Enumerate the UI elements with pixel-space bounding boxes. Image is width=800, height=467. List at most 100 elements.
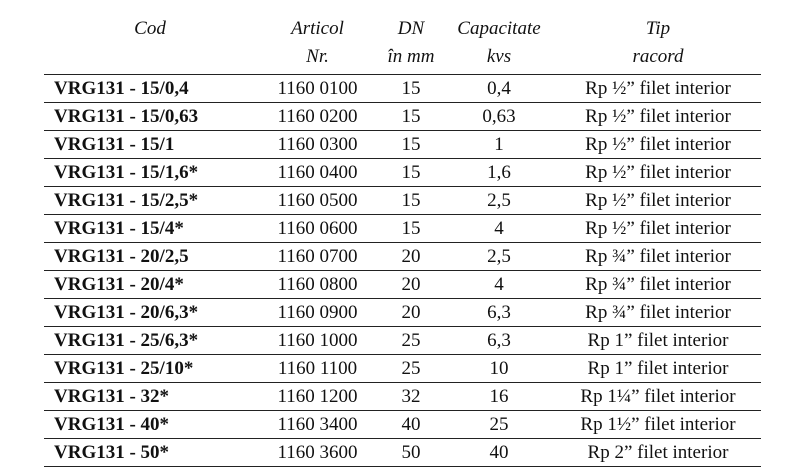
cell-articol: 1160 0400 [256, 158, 379, 187]
table-row: VRG131 - 40* 1160 3400 40 25 Rp 1½” filet in… [44, 410, 761, 439]
table-row: VRG131 - 20/2,5 1160 0700 20 2,5 Rp ¾” filet… [44, 242, 761, 271]
table-header: Cod Articol DN Capacitate Tip Nr. în mm … [44, 14, 761, 75]
cell-cod: VRG131 - 20/4* [44, 270, 256, 299]
cell-cod: VRG131 - 15/4* [44, 214, 256, 243]
cell-kvs: 4 [443, 214, 555, 243]
cell-kvs: 6,3 [443, 298, 555, 327]
cell-cod: VRG131 - 15/1 [44, 130, 256, 159]
cell-dn: 15 [379, 74, 443, 103]
header-tip: Tip [645, 18, 671, 39]
cell-articol: 1160 0900 [256, 298, 379, 327]
header-nr: Nr. [256, 41, 379, 75]
cell-racord: Rp ½” filet interior [555, 130, 761, 159]
cell-racord: Rp ½” filet interior [555, 102, 761, 131]
cell-dn: 32 [379, 382, 443, 411]
cell-dn: 25 [379, 326, 443, 355]
cell-cod: VRG131 - 40* [44, 410, 256, 439]
cell-cod: VRG131 - 15/0,4 [44, 74, 256, 103]
valve-spec-table: Cod Articol DN Capacitate Tip Nr. în mm … [44, 14, 761, 467]
table-row: VRG131 - 20/4* 1160 0800 20 4 Rp ¾” filet in… [44, 270, 761, 299]
cell-articol: 1160 1000 [256, 326, 379, 355]
cell-kvs: 10 [443, 354, 555, 383]
table-row: VRG131 - 15/2,5* 1160 0500 15 2,5 Rp ½” file… [44, 186, 761, 215]
cell-articol: 1160 0800 [256, 270, 379, 299]
cell-articol: 1160 0300 [256, 130, 379, 159]
cell-kvs: 1 [443, 130, 555, 159]
cell-racord: Rp ¾” filet interior [555, 298, 761, 327]
cell-cod: VRG131 - 15/1,6* [44, 158, 256, 187]
cell-dn: 15 [379, 102, 443, 131]
table-row: VRG131 - 15/1,6* 1160 0400 15 1,6 Rp ½” file… [44, 158, 761, 187]
header-racord: racord [555, 41, 761, 75]
table-row: VRG131 - 25/6,3* 1160 1000 25 6,3 Rp 1” file… [44, 326, 761, 355]
header-kvs: kvs [443, 41, 555, 75]
cell-articol: 1160 0100 [256, 74, 379, 103]
cell-cod: VRG131 - 20/6,3* [44, 298, 256, 327]
cell-dn: 25 [379, 354, 443, 383]
cell-kvs: 4 [443, 270, 555, 299]
cell-cod: VRG131 - 20/2,5 [44, 242, 256, 271]
table-row: VRG131 - 50* 1160 3600 50 40 Rp 2” filet int… [44, 438, 761, 467]
table-row: VRG131 - 15/4* 1160 0600 15 4 Rp ½” filet in… [44, 214, 761, 243]
cell-cod: VRG131 - 25/6,3* [44, 326, 256, 355]
cell-kvs: 0,4 [443, 74, 555, 103]
cell-cod: VRG131 - 50* [44, 438, 256, 467]
table-row: VRG131 - 15/0,63 1160 0200 15 0,63 Rp ½” fil… [44, 102, 761, 131]
cell-racord: Rp 1¼” filet interior [555, 382, 761, 411]
cell-racord: Rp ½” filet interior [555, 74, 761, 103]
table-row: VRG131 - 25/10* 1160 1100 25 10 Rp 1” filet … [44, 354, 761, 383]
cell-articol: 1160 3400 [256, 410, 379, 439]
cell-racord: Rp ½” filet interior [555, 186, 761, 215]
cell-cod: VRG131 - 25/10* [44, 354, 256, 383]
cell-articol: 1160 0200 [256, 102, 379, 131]
cell-racord: Rp 2” filet interior [555, 438, 761, 467]
cell-dn: 20 [379, 298, 443, 327]
cell-articol: 1160 0700 [256, 242, 379, 271]
cell-dn: 15 [379, 158, 443, 187]
table-row: VRG131 - 20/6,3* 1160 0900 20 6,3 Rp ¾” file… [44, 298, 761, 327]
cell-kvs: 16 [443, 382, 555, 411]
cell-kvs: 40 [443, 438, 555, 467]
header-articol: Articol [291, 18, 344, 39]
table-row: VRG131 - 15/1 1160 0300 15 1 Rp ½” filet int… [44, 130, 761, 159]
table-row: VRG131 - 15/0,4 1160 0100 15 0,4 Rp ½” filet… [44, 74, 761, 103]
valve-spec-table-container: Cod Articol DN Capacitate Tip Nr. în mm … [44, 14, 761, 467]
header-dn: DN [397, 18, 425, 39]
header-dn-unit: în mm [379, 41, 443, 75]
cell-articol: 1160 1200 [256, 382, 379, 411]
cell-dn: 15 [379, 130, 443, 159]
cell-kvs: 0,63 [443, 102, 555, 131]
cell-racord: Rp 1½” filet interior [555, 410, 761, 439]
header-row-1: Cod Articol DN Capacitate Tip [44, 14, 761, 41]
cell-articol: 1160 1100 [256, 354, 379, 383]
cell-articol: 1160 3600 [256, 438, 379, 467]
cell-dn: 20 [379, 242, 443, 271]
cell-racord: Rp 1” filet interior [555, 354, 761, 383]
cell-dn: 40 [379, 410, 443, 439]
header-cod-sub [44, 41, 256, 75]
table-body: VRG131 - 15/0,4 1160 0100 15 0,4 Rp ½” filet… [44, 74, 761, 467]
cell-cod: VRG131 - 15/2,5* [44, 186, 256, 215]
header-row-2: Nr. în mm kvs racord [44, 41, 761, 75]
cell-racord: Rp ½” filet interior [555, 214, 761, 243]
cell-dn: 15 [379, 186, 443, 215]
cell-kvs: 2,5 [443, 186, 555, 215]
cell-kvs: 6,3 [443, 326, 555, 355]
cell-racord: Rp ¾” filet interior [555, 270, 761, 299]
cell-kvs: 2,5 [443, 242, 555, 271]
cell-racord: Rp ¾” filet interior [555, 242, 761, 271]
table-row: VRG131 - 32* 1160 1200 32 16 Rp 1¼” filet in… [44, 382, 761, 411]
cell-cod: VRG131 - 32* [44, 382, 256, 411]
cell-kvs: 1,6 [443, 158, 555, 187]
cell-dn: 15 [379, 214, 443, 243]
cell-articol: 1160 0500 [256, 186, 379, 215]
cell-dn: 20 [379, 270, 443, 299]
cell-racord: Rp 1” filet interior [555, 326, 761, 355]
header-capacitate: Capacitate [457, 18, 541, 39]
cell-dn: 50 [379, 438, 443, 467]
cell-kvs: 25 [443, 410, 555, 439]
cell-racord: Rp ½” filet interior [555, 158, 761, 187]
header-cod: Cod [134, 18, 166, 39]
cell-cod: VRG131 - 15/0,63 [44, 102, 256, 131]
cell-articol: 1160 0600 [256, 214, 379, 243]
